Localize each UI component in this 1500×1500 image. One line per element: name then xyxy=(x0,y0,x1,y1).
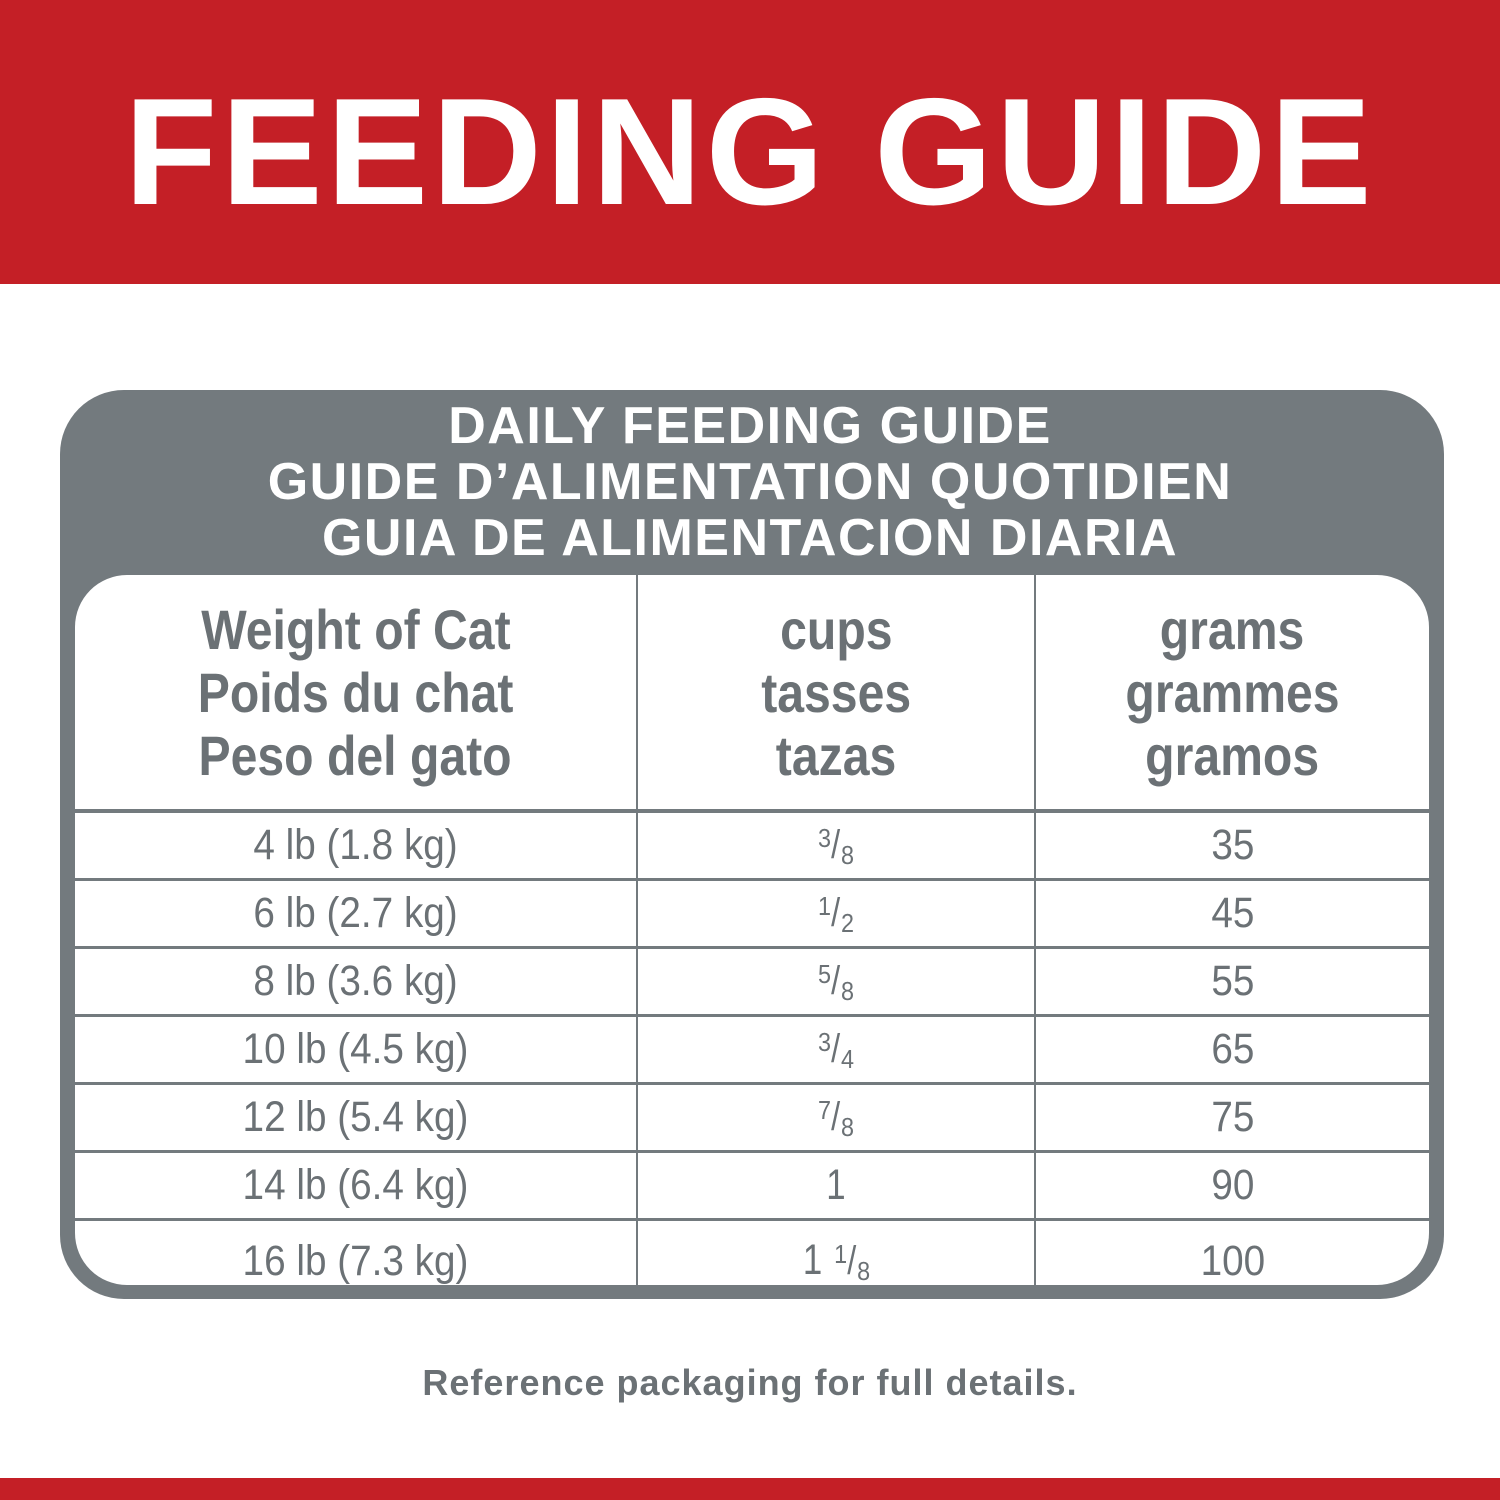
card-title-en: DAILY FEEDING GUIDE xyxy=(448,397,1052,455)
card-title: DAILY FEEDING GUIDE GUIDE D’ALIMENTATION… xyxy=(0,398,1500,566)
table-cell-weight: 10 lb (4.5 kg) xyxy=(75,1017,636,1082)
cell-value: 45 xyxy=(1210,889,1255,937)
fraction-slash: / xyxy=(831,959,841,1003)
cups-whole: 1 xyxy=(802,1235,823,1284)
card-title-es: GUIA DE ALIMENTACION DIARIA xyxy=(321,509,1179,567)
cups-numerator: 7 xyxy=(817,1095,831,1125)
table-cell-grams: 90 xyxy=(1036,1153,1429,1218)
cell-value: 3/4 xyxy=(818,1024,854,1075)
cups-numerator: 5 xyxy=(817,959,831,989)
cell-value: 5/8 xyxy=(818,956,854,1007)
cell-value: 1 xyxy=(825,1161,847,1210)
feeding-table: Weight of Cat Poids du chat Peso del gato c… xyxy=(75,575,1429,1285)
cell-value: 8 lb (3.6 kg) xyxy=(253,957,458,1005)
table-cell-cups: 7/8 xyxy=(638,1085,1034,1150)
cups-denominator: 8 xyxy=(841,976,855,1006)
column-header-line: grams xyxy=(1160,597,1305,661)
footer-note: Reference packaging for full details. xyxy=(422,1362,1078,1403)
cups-numerator: 3 xyxy=(817,823,831,853)
table-cell-grams: 55 xyxy=(1036,949,1429,1014)
bottom-strip xyxy=(0,1478,1500,1500)
table-cell-weight: 8 lb (3.6 kg) xyxy=(75,949,636,1014)
cell-value: 6 lb (2.7 kg) xyxy=(253,889,458,937)
cell-value: 1 1/8 xyxy=(802,1236,870,1286)
cell-value: 100 xyxy=(1200,1236,1265,1285)
table-cell-cups: 3/8 xyxy=(638,813,1034,878)
cell-value: 75 xyxy=(1210,1093,1255,1141)
cups-denominator: 4 xyxy=(841,1044,855,1074)
cell-value: 55 xyxy=(1210,957,1255,1005)
cell-value: 10 lb (4.5 kg) xyxy=(242,1025,469,1073)
cell-value: 65 xyxy=(1210,1025,1255,1073)
fraction-slash: / xyxy=(831,823,841,867)
column-header-line: Poids du chat xyxy=(197,660,514,724)
table-cell-weight: 16 lb (7.3 kg) xyxy=(75,1221,636,1285)
column-header-weight: Weight of Cat Poids du chat Peso del gato xyxy=(75,575,636,809)
table-cell-cups: 1 1/8 xyxy=(638,1221,1034,1285)
cell-value: 90 xyxy=(1210,1161,1255,1209)
table-cell-grams: 75 xyxy=(1036,1085,1429,1150)
cups-denominator: 8 xyxy=(841,840,855,870)
table-cell-grams: 45 xyxy=(1036,881,1429,946)
column-header-line: grammes xyxy=(1125,660,1340,724)
cell-value: 35 xyxy=(1210,821,1255,869)
column-header-cups: cups tasses tazas xyxy=(638,575,1034,809)
table-cell-grams: 65 xyxy=(1036,1017,1429,1082)
cups-numerator: 3 xyxy=(817,1027,831,1057)
table-cell-weight: 14 lb (6.4 kg) xyxy=(75,1153,636,1218)
table-cell-weight: 6 lb (2.7 kg) xyxy=(75,881,636,946)
column-header-line: gramos xyxy=(1145,723,1320,787)
table-cell-cups: 3/4 xyxy=(638,1017,1034,1082)
cell-value: 4 lb (1.8 kg) xyxy=(253,821,458,869)
table-cell-cups: 1/2 xyxy=(638,881,1034,946)
column-header-grams: grams grammes gramos xyxy=(1036,575,1429,809)
fraction-slash: / xyxy=(847,1238,857,1283)
cell-value: 16 lb (7.3 kg) xyxy=(242,1236,469,1285)
cups-denominator: 8 xyxy=(857,1255,871,1286)
fraction-slash: / xyxy=(831,891,841,935)
header-banner: FEEDING GUIDE xyxy=(0,0,1500,284)
card-title-fr: GUIDE D’ALIMENTATION QUOTIDIEN xyxy=(267,453,1233,511)
column-header-line: cups xyxy=(779,597,893,661)
column-header-line: Weight of Cat xyxy=(200,597,511,661)
cell-value: 14 lb (6.4 kg) xyxy=(242,1161,469,1209)
cups-denominator: 2 xyxy=(841,908,855,938)
cups-denominator: 8 xyxy=(841,1112,855,1142)
table-cell-cups: 1 xyxy=(638,1153,1034,1218)
fraction-slash: / xyxy=(831,1095,841,1139)
fraction-slash: / xyxy=(831,1027,841,1071)
cups-whole: 1 xyxy=(826,1161,846,1209)
column-header-line: tasses xyxy=(761,660,911,724)
table-cell-cups: 5/8 xyxy=(638,949,1034,1014)
table-cell-grams: 35 xyxy=(1036,813,1429,878)
cups-numerator: 1 xyxy=(817,891,831,921)
cell-value: 7/8 xyxy=(818,1092,854,1143)
table-cell-weight: 12 lb (5.4 kg) xyxy=(75,1085,636,1150)
column-header-line: tazas xyxy=(775,723,897,787)
cups-numerator: 1 xyxy=(834,1238,848,1269)
cell-value: 1/2 xyxy=(818,888,854,939)
cell-value: 3/8 xyxy=(818,820,854,871)
table-cell-grams: 100 xyxy=(1036,1221,1429,1285)
column-header-line: Peso del gato xyxy=(198,723,513,787)
page-title: FEEDING GUIDE xyxy=(124,67,1376,237)
cell-value: 12 lb (5.4 kg) xyxy=(242,1093,469,1141)
table-cell-weight: 4 lb (1.8 kg) xyxy=(75,813,636,878)
